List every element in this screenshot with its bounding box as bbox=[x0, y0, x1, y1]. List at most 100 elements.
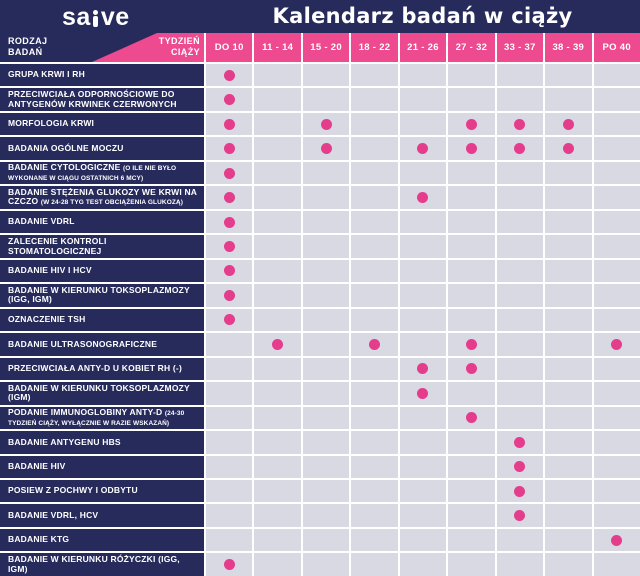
week-cell bbox=[300, 504, 350, 527]
week-cell bbox=[204, 210, 253, 234]
pink-wedge-background bbox=[92, 33, 640, 62]
table-row: BADANIE KTG bbox=[0, 526, 640, 552]
week-cell bbox=[591, 333, 640, 356]
week-cell bbox=[300, 455, 350, 478]
week-cell bbox=[494, 333, 544, 356]
row-label: BADANIE VDRL bbox=[0, 210, 204, 234]
row-label: PRZECIWCIAŁA ANTY-D U KOBIET RH (-) bbox=[0, 357, 204, 381]
week-cell bbox=[252, 382, 301, 405]
table-row: PODANIE IMMUNOGLOBINY ANTY-D (24-30 TYDZ… bbox=[0, 404, 640, 430]
exam-dot-marker bbox=[223, 265, 235, 277]
weeks-header-band: RODZAJ BADAŃ TYDZIEŃ CIĄŻY DO 10 11 - 14 1… bbox=[0, 33, 640, 62]
week-cell bbox=[494, 406, 544, 430]
week-cell bbox=[494, 64, 544, 87]
exam-dot-marker bbox=[320, 143, 332, 155]
week-cell bbox=[252, 333, 301, 356]
week-cell bbox=[349, 406, 398, 430]
exam-dot-marker bbox=[514, 461, 526, 473]
exam-dot-marker bbox=[465, 363, 477, 375]
week-cell bbox=[543, 308, 592, 332]
exam-dot-marker bbox=[465, 338, 477, 350]
week-cell bbox=[543, 357, 592, 381]
week-header-3: 18 - 22 bbox=[349, 33, 397, 62]
exam-dot-marker bbox=[465, 143, 477, 155]
week-header-2: 15 - 20 bbox=[300, 33, 349, 62]
week-cell bbox=[543, 161, 592, 185]
week-cell bbox=[204, 308, 253, 332]
week-cell bbox=[204, 235, 253, 258]
top-bar: sa ve Kalendarz badań w ciąży bbox=[0, 0, 640, 33]
table-row: POSIEW Z POCHWY I ODBYTU bbox=[0, 477, 640, 503]
week-cell bbox=[349, 284, 398, 307]
week-cell bbox=[446, 112, 495, 136]
week-header-4: 21 - 26 bbox=[397, 33, 446, 62]
row-label: BADANIE KTG bbox=[0, 528, 204, 552]
week-cell bbox=[300, 382, 350, 405]
week-cell bbox=[397, 357, 447, 381]
week-cell bbox=[446, 137, 495, 160]
week-cell bbox=[349, 528, 398, 552]
row-label: GRUPA KRWI I RH bbox=[0, 64, 204, 87]
week-cell bbox=[204, 284, 253, 307]
row-label-note: (O ILE NIE BYŁO WYKONANE W CIĄGU OSTATNI… bbox=[8, 165, 177, 183]
week-cell bbox=[204, 259, 253, 283]
week-cell bbox=[543, 137, 592, 160]
week-cell bbox=[349, 137, 398, 160]
row-label: PRZECIWCIAŁA ODPORNOŚCIOWE DO ANTYGENÓW … bbox=[0, 88, 204, 111]
week-cell bbox=[591, 210, 640, 234]
row-label: BADANIE CYTOLOGICZNE (O ILE NIE BYŁO WYK… bbox=[0, 161, 204, 185]
week-cell bbox=[252, 431, 301, 454]
week-cell bbox=[397, 308, 447, 332]
table-row: BADANIE HIV bbox=[0, 453, 640, 478]
week-cell bbox=[349, 235, 398, 258]
week-cell bbox=[252, 64, 301, 87]
week-cell bbox=[543, 333, 592, 356]
table-row: OZNACZENIE TSH bbox=[0, 306, 640, 332]
week-cell bbox=[543, 112, 592, 136]
week-cell bbox=[349, 504, 398, 527]
week-cell bbox=[349, 382, 398, 405]
week-cell bbox=[397, 137, 447, 160]
week-cell bbox=[446, 382, 495, 405]
week-cell bbox=[300, 112, 350, 136]
exam-dot-marker bbox=[611, 534, 623, 546]
week-cell bbox=[446, 210, 495, 234]
exam-dot-marker bbox=[514, 436, 526, 448]
week-cell bbox=[494, 553, 544, 576]
table-row: BADANIE CYTOLOGICZNE (O ILE NIE BYŁO WYK… bbox=[0, 159, 640, 185]
week-header-0: DO 10 bbox=[204, 33, 252, 62]
week-cell bbox=[204, 480, 253, 503]
week-cell bbox=[591, 112, 640, 136]
week-cell bbox=[543, 259, 592, 283]
week-cell bbox=[349, 480, 398, 503]
week-cell bbox=[543, 406, 592, 430]
week-cell bbox=[446, 528, 495, 552]
week-cell bbox=[543, 64, 592, 87]
week-cell bbox=[204, 528, 253, 552]
exam-dot-marker bbox=[223, 314, 235, 326]
week-cell bbox=[543, 455, 592, 478]
exam-dot-marker bbox=[465, 118, 477, 130]
table-row: BADANIE VDRL, HCV bbox=[0, 502, 640, 527]
week-cell bbox=[349, 431, 398, 454]
week-cell bbox=[446, 64, 495, 87]
exam-dot-marker bbox=[465, 412, 477, 424]
week-cell bbox=[446, 88, 495, 111]
table-row: PRZECIWCIAŁA ANTY-D U KOBIET RH (-) bbox=[0, 355, 640, 381]
week-cell bbox=[543, 235, 592, 258]
week-cell bbox=[543, 284, 592, 307]
week-cell bbox=[300, 308, 350, 332]
row-label-note: (W 24-28 TYG TEST OBCIĄŻENIA GLUKOZĄ) bbox=[40, 199, 183, 207]
week-cell bbox=[446, 553, 495, 576]
week-header-7: 38 - 39 bbox=[543, 33, 591, 62]
week-cell bbox=[204, 553, 253, 576]
row-label-note: (24-30 TYDZIEŃ CIĄŻY, WYŁĄCZNIE W RAZIE … bbox=[8, 409, 185, 427]
logo-i-dot-icon bbox=[92, 10, 100, 31]
week-cell bbox=[300, 210, 350, 234]
week-cell bbox=[494, 480, 544, 503]
week-cell bbox=[591, 455, 640, 478]
table-row: MORFOLOGIA KRWI bbox=[0, 110, 640, 136]
exam-dot-marker bbox=[611, 338, 623, 350]
week-cell bbox=[494, 528, 544, 552]
